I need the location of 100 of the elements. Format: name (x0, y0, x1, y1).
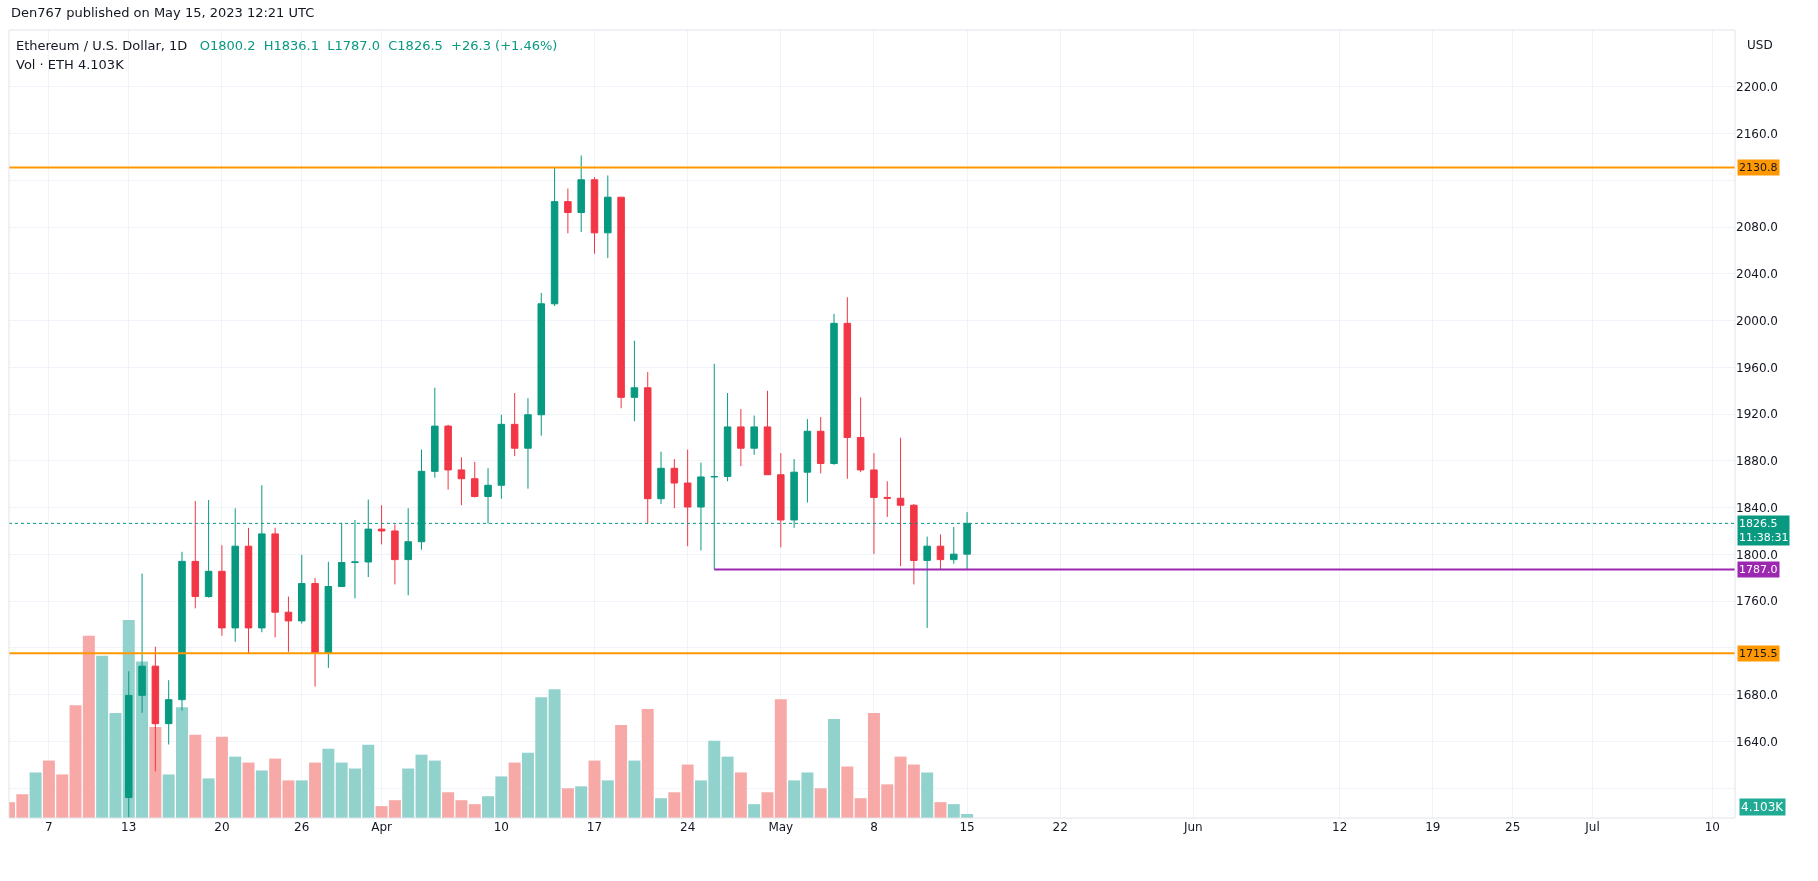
candlestick (377, 504, 386, 545)
candlestick (431, 387, 439, 479)
bar (641, 709, 654, 818)
x-tick-label: May (768, 820, 794, 834)
y-tick-label: 1880.0 (1736, 454, 1778, 469)
chart-title: Vol · ETH 4.103K (16, 57, 125, 72)
y-tick-label: 1840.0 (1736, 500, 1778, 515)
text: Den767 published on May 15, 2023 12:21 UTC (11, 5, 315, 20)
bar (588, 760, 601, 818)
bar (29, 772, 42, 818)
x-tick-label: 20 (214, 820, 230, 834)
x-tick-label: 8 (870, 820, 878, 834)
bar (655, 798, 668, 818)
x-tick-label: 22 (1052, 820, 1068, 834)
bar (149, 726, 162, 818)
y-tick-label: 2160.0 (1736, 126, 1778, 141)
candlestick (590, 176, 599, 255)
x-tick-label: 15 (959, 820, 975, 834)
x-tick-label: Apr (371, 820, 393, 834)
candlestick (244, 527, 253, 654)
candlestick (896, 437, 905, 567)
bar (202, 778, 215, 818)
bar (934, 802, 947, 818)
y-tick-label: 2000.0 (1736, 313, 1778, 328)
candlestick (457, 456, 466, 506)
y-tick-label: 1640.0 (1736, 734, 1778, 749)
candlestick (484, 467, 492, 524)
candlestick (630, 340, 639, 422)
bar (229, 756, 242, 818)
x-tick-label: Jun (1182, 820, 1203, 834)
bar (309, 762, 322, 818)
x-tick-label: 7 (45, 820, 53, 834)
bar (242, 762, 255, 818)
bar (668, 792, 681, 818)
candlestick (497, 414, 506, 500)
y-tick-label: 2080.0 (1736, 220, 1778, 235)
candlestick (950, 526, 958, 565)
y-tick-label: 1920.0 (1736, 407, 1778, 422)
x-tick-label: 26 (294, 820, 310, 834)
bar (601, 780, 614, 818)
text: O1800.2 H1836.1 L1787.0 C1826.5 +26.3 (+1.46%) (199, 38, 558, 53)
candlestick (297, 554, 306, 625)
candlestick (311, 577, 319, 688)
candlestick (910, 503, 918, 585)
bar (508, 762, 521, 818)
candlestick (524, 397, 532, 490)
y-tick-label: 2200.0 (1736, 79, 1778, 94)
bar (255, 770, 268, 818)
y-tick-label: 2040.0 (1736, 266, 1778, 281)
x-tick-label: 19 (1425, 820, 1441, 834)
y-tick-label: 1760.0 (1736, 594, 1778, 609)
bar (828, 719, 841, 818)
candlestick (324, 561, 333, 669)
candlestick (617, 196, 625, 409)
bar (322, 748, 335, 818)
candlestick (284, 596, 293, 653)
x-tick-label: 13 (121, 820, 137, 834)
text: Ethereum / U.S. Dollar, 1D (16, 38, 188, 53)
x-tick-label: 24 (680, 820, 696, 834)
y-tick-label: 1680.0 (1736, 687, 1778, 702)
x-tick-label: 10 (493, 820, 509, 834)
candlestick (537, 292, 546, 437)
bar (921, 772, 934, 818)
bar (548, 689, 561, 818)
candlestick (444, 424, 452, 491)
bar (721, 756, 734, 818)
ref-line-label: 2130.8 (1739, 161, 1778, 174)
candlestick (936, 533, 945, 570)
candlestick (510, 392, 519, 457)
x-tick-label: Jul (1584, 820, 1600, 834)
bar (615, 724, 628, 818)
candlestick (564, 188, 572, 234)
candlestick (391, 523, 399, 585)
candlestick (218, 544, 226, 637)
candlestick (657, 451, 665, 505)
candlestick (470, 461, 479, 498)
candlestick (843, 296, 852, 480)
y-tick-label: 1800.0 (1736, 547, 1778, 562)
bar (215, 736, 228, 818)
candlestick (604, 174, 612, 259)
x-tick-label: 25 (1505, 820, 1521, 834)
candlestick (683, 449, 692, 547)
bar (841, 766, 854, 818)
text: 4.103K (1741, 800, 1785, 814)
data-label: 1787.0 (1739, 563, 1778, 576)
bar (575, 786, 588, 818)
bar (189, 734, 202, 818)
candlestick (803, 418, 812, 504)
bar (402, 768, 415, 818)
candlestick (816, 416, 825, 474)
bar (774, 699, 787, 818)
candlestick (856, 396, 865, 473)
ref-line-label: 1826.5 11:38:31 (1739, 517, 1789, 545)
candlestick (271, 527, 279, 638)
candlestick (750, 415, 758, 456)
candlestick (191, 500, 200, 609)
bar (295, 780, 308, 818)
candlestick (737, 408, 745, 467)
bar (681, 764, 694, 818)
candlestick (670, 458, 679, 509)
